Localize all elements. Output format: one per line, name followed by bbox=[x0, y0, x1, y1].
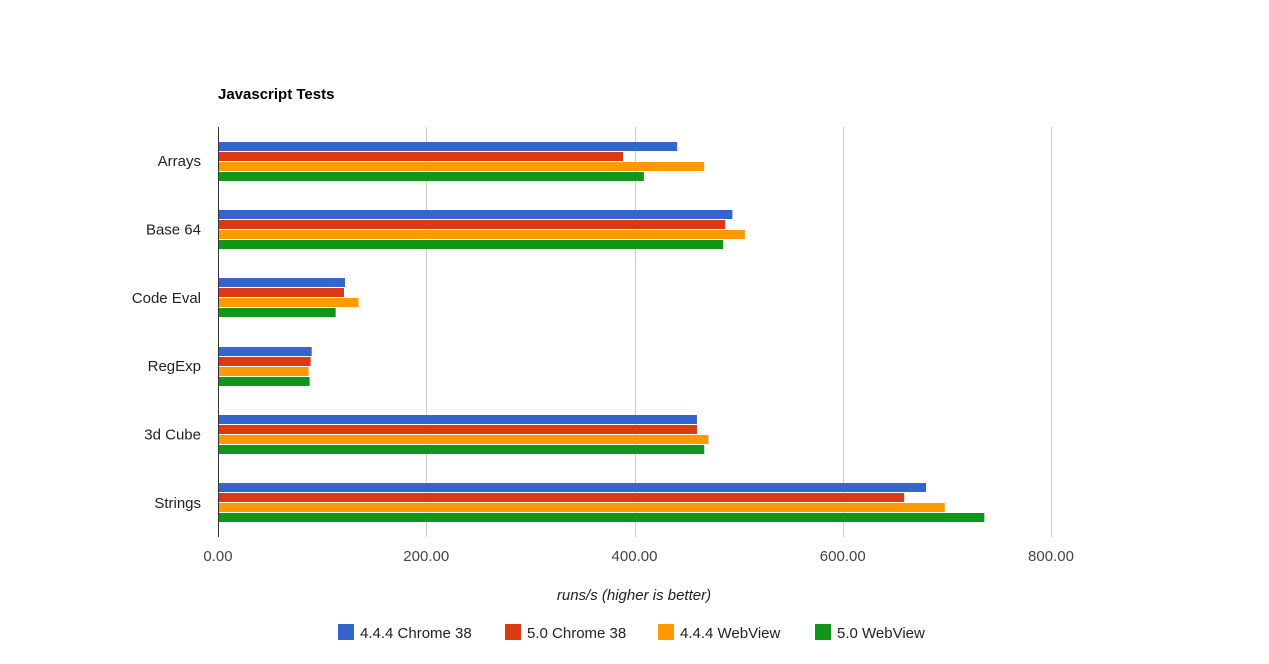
legend-swatch bbox=[658, 624, 674, 640]
category-label: Strings bbox=[154, 495, 201, 512]
bar bbox=[219, 172, 644, 181]
bar bbox=[219, 483, 927, 492]
x-tick-label: 600.00 bbox=[820, 548, 866, 565]
bar bbox=[219, 415, 697, 424]
bar bbox=[219, 142, 678, 151]
bar bbox=[219, 425, 697, 434]
category-label: Arrays bbox=[158, 153, 201, 170]
bar bbox=[219, 435, 709, 444]
bar bbox=[219, 367, 309, 376]
bar bbox=[219, 278, 346, 287]
category-labels: Arrays Base 64 Code Eval RegExp 3d Cube Strin… bbox=[132, 153, 201, 512]
bar bbox=[219, 240, 724, 249]
legend-label: 5.0 Chrome 38 bbox=[527, 625, 626, 642]
category-label: RegExp bbox=[148, 358, 201, 375]
x-tick-labels: 0.00 200.00 400.00 600.00 800.00 bbox=[203, 548, 1074, 565]
category-label: 3d Cube bbox=[144, 427, 201, 444]
bars bbox=[219, 142, 985, 522]
legend-label: 5.0 WebView bbox=[837, 625, 925, 642]
x-tick-label: 200.00 bbox=[403, 548, 449, 565]
bar bbox=[219, 210, 733, 219]
bar bbox=[219, 288, 344, 297]
bar bbox=[219, 503, 945, 512]
gridlines bbox=[426, 127, 1052, 537]
bar bbox=[219, 493, 905, 502]
bar bbox=[219, 445, 705, 454]
legend-label: 4.4.4 Chrome 38 bbox=[360, 625, 472, 642]
bar bbox=[219, 152, 624, 161]
bar bbox=[219, 230, 745, 239]
bar bbox=[219, 347, 312, 356]
bar bbox=[219, 377, 310, 386]
bar bbox=[219, 357, 311, 366]
x-tick-label: 0.00 bbox=[203, 548, 232, 565]
bar bbox=[219, 298, 359, 307]
bar bbox=[219, 220, 726, 229]
legend: 4.4.4 Chrome 38 5.0 Chrome 38 4.4.4 WebVie… bbox=[338, 624, 925, 642]
legend-label: 4.4.4 WebView bbox=[680, 625, 781, 642]
bar bbox=[219, 308, 336, 317]
bar bbox=[219, 513, 985, 522]
legend-swatch bbox=[815, 624, 831, 640]
category-label: Code Eval bbox=[132, 290, 201, 307]
bar bbox=[219, 162, 705, 171]
x-axis-title: runs/s (higher is better) bbox=[557, 587, 711, 604]
legend-swatch bbox=[505, 624, 521, 640]
chart-title: Javascript Tests bbox=[218, 86, 334, 103]
legend-swatch bbox=[338, 624, 354, 640]
category-label: Base 64 bbox=[146, 222, 201, 239]
x-tick-label: 400.00 bbox=[612, 548, 658, 565]
x-tick-label: 800.00 bbox=[1028, 548, 1074, 565]
